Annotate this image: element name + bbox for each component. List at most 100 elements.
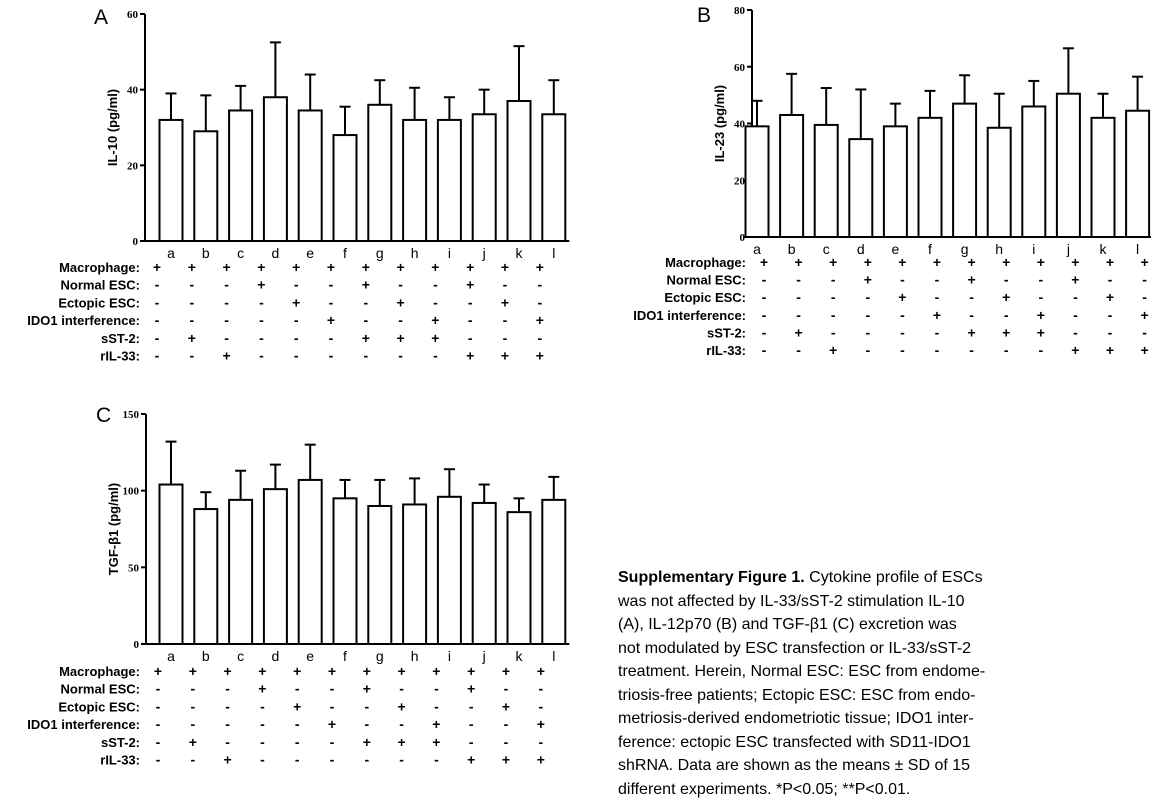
condition-symbol-a: - [363,348,368,364]
bar-a-g [368,105,391,241]
condition-symbol-b: + [1071,342,1079,358]
condition-symbol-c: + [293,698,301,714]
x-category-label-c: k [516,648,524,664]
condition-symbol-b: + [1037,307,1045,323]
condition-symbol-a: - [329,348,334,364]
condition-symbol-c: - [469,716,474,732]
condition-symbol-c: - [469,698,474,714]
condition-symbol-c: - [469,734,474,750]
y-tick-label-c: 0 [134,639,140,651]
bar-c-d [264,489,287,644]
condition-symbol-c: + [258,681,266,697]
condition-symbol-a: + [466,277,474,293]
condition-symbol-c: - [399,752,404,768]
bar-a-c [229,110,252,241]
condition-symbol-b: - [1038,289,1043,305]
caption-line-3: (A), IL-12p70 (B) and TGF-β1 (C) excreti… [618,613,1151,637]
condition-label-b: rIL-33: [706,343,746,358]
condition-symbol-b: - [935,272,940,288]
x-category-label-a: i [448,245,451,261]
condition-symbol-b: + [968,254,976,270]
bar-a-a [160,120,183,241]
condition-symbol-c: + [537,752,545,768]
condition-symbol-b: + [1141,254,1149,270]
condition-symbol-b: - [1142,324,1147,340]
bar-a-f [334,135,357,241]
caption-line-1-text: Cytokine profile of ESCs [805,569,983,586]
x-category-label-c: e [306,648,314,664]
condition-symbol-c: - [260,698,265,714]
condition-symbol-c: - [190,698,195,714]
condition-symbol-c: + [432,663,440,679]
condition-symbol-c: + [537,663,545,679]
condition-symbol-a: - [398,312,403,328]
condition-symbol-c: - [260,734,265,750]
condition-label-c: IDO1 interference: [27,717,140,732]
condition-symbol-a: - [155,348,160,364]
condition-symbol-b: + [1037,324,1045,340]
condition-symbol-a: - [503,277,508,293]
condition-symbol-c: + [363,663,371,679]
condition-symbol-a: + [397,330,405,346]
condition-symbol-b: - [796,342,801,358]
condition-symbol-b: + [968,324,976,340]
condition-symbol-c: - [434,681,439,697]
condition-symbol-a: + [397,259,405,275]
condition-symbol-a: - [189,312,194,328]
condition-symbol-a: - [259,348,264,364]
condition-symbol-a: - [329,277,334,293]
condition-symbol-a: + [257,259,265,275]
bar-c-g [368,506,391,644]
condition-symbol-b: - [865,289,870,305]
bar-c-i [438,497,461,644]
condition-symbol-b: + [1071,272,1079,288]
y-tick-label-c: 100 [123,486,140,498]
condition-symbol-b: - [935,324,940,340]
condition-symbol-c: - [504,734,509,750]
condition-symbol-a: - [155,312,160,328]
condition-symbol-b: + [933,254,941,270]
condition-symbol-a: - [329,330,334,346]
condition-symbol-b: - [935,289,940,305]
bar-a-i [438,120,461,241]
condition-symbol-b: - [1073,289,1078,305]
condition-symbol-b: + [1002,289,1010,305]
x-category-label-b: f [928,241,932,257]
condition-symbol-c: - [156,681,161,697]
condition-symbol-c: - [156,752,161,768]
condition-symbol-b: - [796,307,801,323]
condition-symbol-c: - [156,716,161,732]
condition-symbol-c: + [432,716,440,732]
condition-symbol-b: - [796,289,801,305]
condition-symbol-c: - [399,681,404,697]
condition-symbol-a: - [537,277,542,293]
condition-symbol-a: - [224,312,229,328]
condition-symbol-c: - [190,716,195,732]
condition-symbol-b: - [796,272,801,288]
condition-symbol-b: + [1002,254,1010,270]
x-category-label-b: j [1066,241,1070,257]
condition-symbol-b: + [898,289,906,305]
caption-line-9: shRNA. Data are shown as the means ± SD … [618,754,1151,778]
bar-b-b [780,115,803,237]
condition-symbol-c: + [363,734,371,750]
condition-symbol-c: - [295,716,300,732]
bar-c-h [403,504,426,644]
y-tick-label-b: 80 [734,5,746,17]
condition-symbol-a: - [155,294,160,310]
caption-line-8: ference: ectopic ESC transfected with SD… [618,731,1151,755]
caption-line-2: was not affected by IL-33/sST-2 stimulat… [618,590,1151,614]
caption-line-1: Supplementary Figure 1. Cytokine profile… [618,566,1151,590]
bar-a-k [508,101,531,241]
condition-symbol-a: - [224,330,229,346]
condition-symbol-c: + [398,663,406,679]
caption-line-5: treatment. Herein, Normal ESC: ESC from … [618,660,1151,684]
condition-symbol-c: + [224,663,232,679]
x-category-label-c: d [272,648,280,664]
condition-symbol-b: - [1073,324,1078,340]
condition-symbol-b: - [1108,307,1113,323]
condition-label-c: Macrophage: [59,664,140,679]
condition-symbol-a: + [257,277,265,293]
